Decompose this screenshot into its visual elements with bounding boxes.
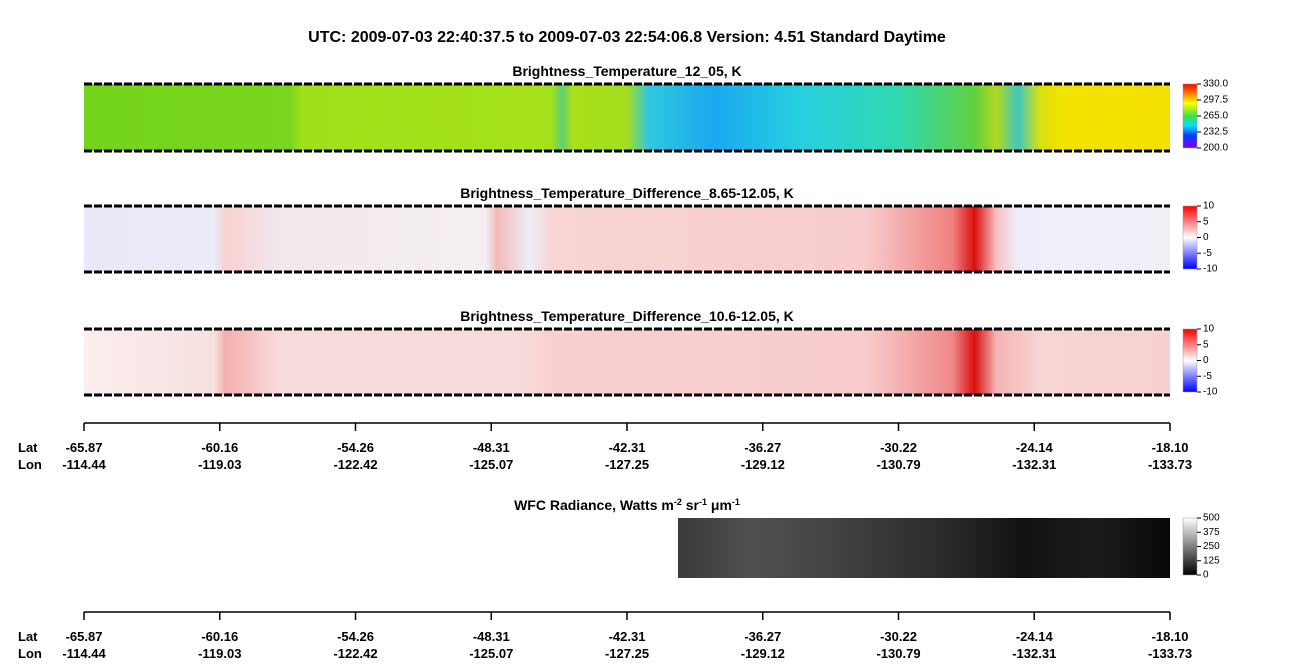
lon-label: -132.31 [1012,646,1056,661]
lat-label: -18.10 [1152,629,1189,644]
colorbar-tick-label: 10 [1203,201,1215,212]
lon-label: -132.31 [1012,457,1056,472]
colorbar-tick-label: 0 [1203,232,1209,243]
title-superscript: -1 [699,497,707,507]
lon-label: -127.25 [605,646,649,661]
lon-label: -114.44 [62,646,106,661]
colorbar-tick-label: -5 [1203,248,1212,259]
panel-title: Brightness_Temperature_Difference_10.6-1… [460,308,794,324]
colorbar-tick-label: 232.5 [1203,127,1228,138]
colorbar-tick-label: 265.0 [1203,111,1228,122]
colorbar-tick-label: 5 [1203,216,1209,227]
lon-label: -133.73 [1148,457,1192,472]
colorbar-tick-label: 375 [1203,527,1220,538]
colorbar-tick-label: 200.0 [1203,143,1228,154]
lon-label: -119.03 [198,457,241,472]
colorbar-tick-label: -10 [1203,387,1218,398]
lat-label: -18.10 [1152,440,1189,455]
image-strip [84,206,1170,272]
lat-label: -54.26 [337,629,374,644]
colorbar-tick-label: 10 [1203,324,1215,335]
colorbar [1182,517,1198,576]
lat-label: -30.22 [880,629,917,644]
lon-label: -129.12 [741,457,785,472]
colorbar-tick-label: 0 [1203,355,1209,366]
lat-label: -24.14 [1016,440,1054,455]
axis-row-label: Lon [18,646,42,661]
lon-label: -122.42 [333,457,377,472]
image-strip [678,518,1170,578]
colorbar [1182,83,1198,149]
axis-row-label: Lat [18,629,38,644]
colorbar-tick-label: 125 [1203,555,1220,566]
colorbar-tick-label: -5 [1203,371,1212,382]
lat-label: -65.87 [66,440,103,455]
colorbar [1182,328,1198,393]
lon-label: -130.79 [876,457,920,472]
lat-label: -30.22 [880,440,917,455]
lon-label: -125.07 [469,646,513,661]
colorbar-tick-label: 0 [1203,570,1209,581]
panel-title: Brightness_Temperature_12_05, K [512,63,741,79]
title-text: sr [682,497,700,513]
colorbar [1182,205,1198,270]
lat-label: -60.16 [201,440,238,455]
lat-label: -48.31 [473,440,510,455]
lat-label: -24.14 [1016,629,1054,644]
colorbar-tick-label: 500 [1203,513,1220,524]
title-text: WFC Radiance, Watts m [514,497,674,513]
lon-label: -129.12 [741,646,785,661]
lon-label: -114.44 [62,457,106,472]
panel-title: Brightness_Temperature_Difference_8.65-1… [460,185,794,201]
image-strip [84,84,1170,151]
title-text: μm [707,497,732,513]
colorbar-tick-label: -10 [1203,264,1218,275]
axis-row-label: Lon [18,457,42,472]
lon-label: -125.07 [469,457,513,472]
lat-label: -36.27 [744,440,781,455]
lon-label: -127.25 [605,457,649,472]
lat-label: -54.26 [337,440,374,455]
lat-label: -60.16 [201,629,238,644]
lon-label: -130.79 [876,646,920,661]
lon-label: -122.42 [333,646,377,661]
lat-label: -42.31 [609,440,646,455]
colorbar-tick-label: 330.0 [1203,79,1228,90]
lat-label: -36.27 [744,629,781,644]
colorbar-tick-label: 250 [1203,541,1220,552]
title-superscript: -2 [674,497,682,507]
lat-label: -48.31 [473,629,510,644]
colorbar-tick-label: 297.5 [1203,95,1228,106]
lat-label: -42.31 [609,629,646,644]
title-superscript: -1 [732,497,740,507]
lon-label: -133.73 [1148,646,1192,661]
colorbar-tick-label: 5 [1203,339,1209,350]
axis-row-label: Lat [18,440,38,455]
lat-label: -65.87 [66,629,103,644]
figure-title: UTC: 2009-07-03 22:40:37.5 to 2009-07-03… [308,29,946,46]
lon-label: -119.03 [198,646,241,661]
image-strip [84,329,1170,395]
panel-title: WFC Radiance, Watts m-2 sr-1 μm-1 [514,497,740,513]
